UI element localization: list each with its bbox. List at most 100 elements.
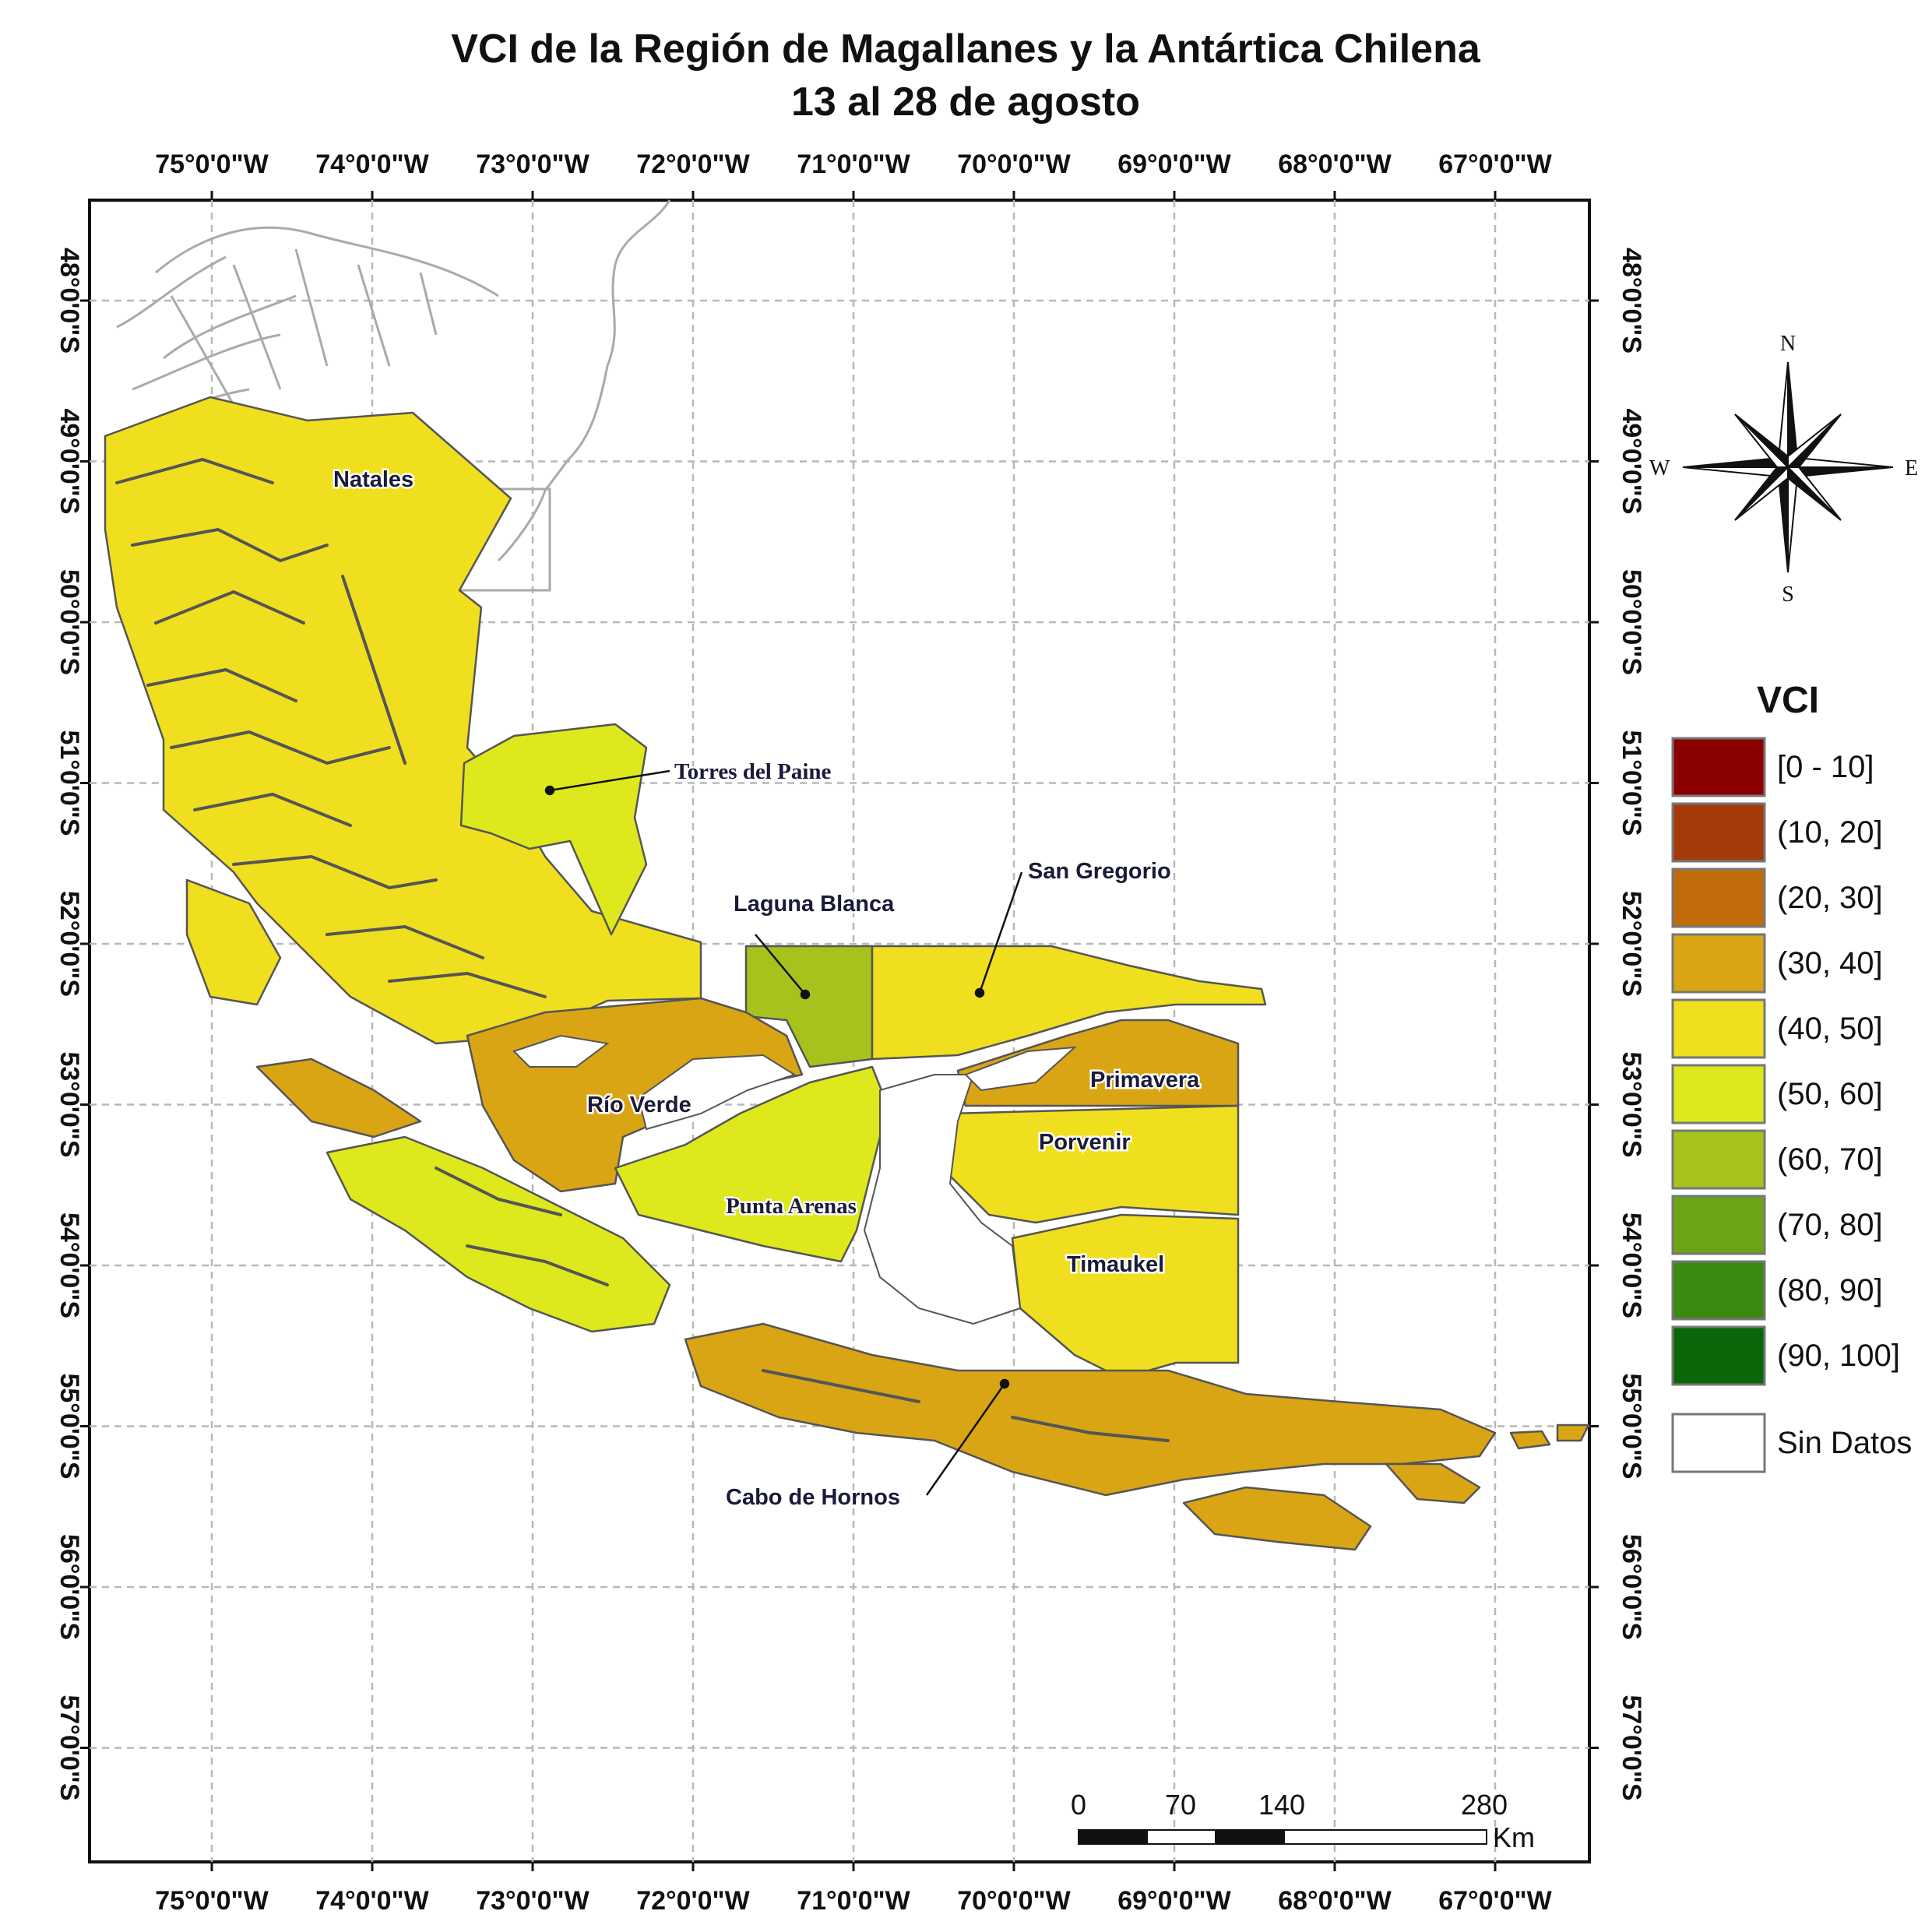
longitude-tick-label: 68°0'0"W xyxy=(1278,1886,1392,1916)
scale-seg-3 xyxy=(1215,1829,1285,1845)
longitude-tick-label: 68°0'0"W xyxy=(1278,150,1392,179)
legend-label: (10, 20] xyxy=(1777,815,1883,850)
legend-label: (70, 80] xyxy=(1777,1208,1883,1242)
skyring-sound xyxy=(512,1034,610,1068)
comuna-western-islands-b xyxy=(255,1057,422,1138)
latitude-tick-label: 56°0'0"S xyxy=(55,1534,84,1640)
label-natales: Natales xyxy=(333,467,413,492)
latitude-tick-label: 50°0'0"S xyxy=(55,569,84,675)
legend-label: (40, 50] xyxy=(1777,1012,1883,1046)
longitude-tick-label: 75°0'0"W xyxy=(155,150,269,179)
legend-swatch xyxy=(1671,737,1766,797)
legend-title: VCI xyxy=(1757,680,1819,721)
longitude-tick-label: 71°0'0"W xyxy=(797,1886,910,1916)
legend-label: (90, 100] xyxy=(1777,1339,1900,1373)
longitude-tick-label: 71°0'0"W xyxy=(797,150,910,179)
legend-swatch xyxy=(1671,933,1766,994)
label-laguna-blanca: Laguna Blanca xyxy=(734,892,895,917)
latitude-tick-label: 51°0'0"S xyxy=(1617,730,1646,836)
otway-sound xyxy=(637,1054,797,1131)
latitude-tick-label: 56°0'0"S xyxy=(1617,1534,1646,1640)
water-bodies xyxy=(512,1034,1077,1325)
comuna-natales xyxy=(104,396,702,1045)
comuna-western-islands-c xyxy=(185,878,282,1006)
comunas xyxy=(104,396,1590,1551)
latitude-tick-label: 49°0'0"S xyxy=(55,408,84,514)
longitude-tick-label: 73°0'0"W xyxy=(476,1886,589,1916)
label-punta-arenas: Punta Arenas xyxy=(726,1194,857,1219)
scale-bar: 0 70 140 280 Km xyxy=(1071,1789,1535,1853)
scale-unit: Km xyxy=(1493,1821,1535,1853)
legend-swatch xyxy=(1671,867,1766,928)
longitude-tick-label: 73°0'0"W xyxy=(476,150,589,179)
scale-seg-4 xyxy=(1283,1829,1487,1845)
legend-label: (50, 60] xyxy=(1777,1077,1883,1111)
legend-swatch xyxy=(1671,1064,1766,1124)
legend-swatch xyxy=(1671,802,1766,863)
longitude-tick-label: 72°0'0"W xyxy=(636,1886,750,1916)
label-primavera: Primavera xyxy=(1090,1068,1200,1093)
comuna-san-gregorio xyxy=(871,945,1267,1061)
longitude-tick-label: 70°0'0"W xyxy=(957,1886,1071,1916)
latitude-tick-label: 54°0'0"S xyxy=(55,1212,84,1318)
compass-n: N xyxy=(1780,332,1796,356)
strait-of-magellan xyxy=(863,1074,1022,1325)
scale-seg-1 xyxy=(1078,1829,1148,1845)
label-pointers xyxy=(544,769,1023,1496)
legend-swatch-nodata xyxy=(1671,1413,1766,1473)
legend-swatch xyxy=(1671,1260,1766,1321)
cabo-point xyxy=(999,1378,1010,1389)
scale-label-0: 0 xyxy=(1071,1789,1086,1821)
compass-s: S xyxy=(1782,582,1794,607)
compass-w: W xyxy=(1649,456,1670,480)
latitude-tick-label: 49°0'0"S xyxy=(1617,408,1646,514)
longitude-tick-label: 74°0'0"W xyxy=(315,150,429,179)
label-cabo-de-hornos: Cabo de Hornos xyxy=(726,1485,900,1510)
compass-rose-icon: N S E W xyxy=(1649,332,1918,607)
legend-items: [0 - 10] (10, 20] (20, 30] (30, 40] (40, 50]… xyxy=(1671,737,1900,1386)
comuna-cabo-de-hornos xyxy=(684,1322,1497,1497)
latitude-tick-label: 52°0'0"S xyxy=(55,891,84,997)
latitude-tick-label: 55°0'0"S xyxy=(1617,1373,1646,1479)
torres-point xyxy=(544,785,555,796)
longitude-tick-label: 74°0'0"W xyxy=(315,1886,429,1916)
latitude-tick-label: 57°0'0"S xyxy=(1617,1694,1646,1800)
longitude-tick-label: 69°0'0"W xyxy=(1117,1886,1231,1916)
legend-swatch xyxy=(1671,1129,1766,1190)
latitude-tick-label: 53°0'0"S xyxy=(1617,1051,1646,1157)
legend-label: (20, 30] xyxy=(1777,881,1883,915)
legend-label: [0 - 10] xyxy=(1777,750,1874,784)
legend-swatch xyxy=(1671,1195,1766,1255)
latitude-tick-label: 48°0'0"S xyxy=(55,248,84,354)
inutil-bay xyxy=(964,1046,1077,1092)
latitude-tick-label: 55°0'0"S xyxy=(55,1373,84,1479)
latitude-tick-label: 54°0'0"S xyxy=(1617,1212,1646,1318)
comuna-primavera xyxy=(956,1019,1240,1107)
legend: VCI [0 - 10] (10, 20] (20, 30] (30, 40] (40,… xyxy=(1671,680,1912,1473)
comuna-western-islands-a xyxy=(326,1135,671,1333)
longitude-tick-label: 67°0'0"W xyxy=(1438,150,1552,179)
comuna-timaukel xyxy=(1011,1213,1240,1380)
label-san-gregorio: San Gregorio xyxy=(1028,859,1171,884)
legend-label: (80, 90] xyxy=(1777,1273,1883,1307)
legend-label-nodata: Sin Datos xyxy=(1777,1426,1912,1460)
scale-label-280: 280 xyxy=(1461,1789,1508,1821)
context-outline xyxy=(116,199,671,592)
label-timaukel: Timaukel xyxy=(1067,1252,1164,1277)
longitude-tick-label: 72°0'0"W xyxy=(636,150,750,179)
comuna-cabo-de-hornos-islands xyxy=(1182,1423,1590,1551)
comuna-porvenir xyxy=(948,1104,1240,1224)
laguna-point xyxy=(800,989,811,1000)
latitude-tick-label: 48°0'0"S xyxy=(1617,248,1646,354)
latitude-tick-label: 50°0'0"S xyxy=(1617,569,1646,675)
label-rio-verde: Río Verde xyxy=(587,1093,692,1117)
longitude-tick-label: 69°0'0"W xyxy=(1117,150,1231,179)
latitude-labels-right: 48°0'0"S 49°0'0"S 50°0'0"S 51°0'0"S 52°0'0"S… xyxy=(1589,248,1646,1801)
latitude-tick-label: 51°0'0"S xyxy=(55,730,84,836)
gregorio-point xyxy=(974,987,985,998)
scale-seg-2 xyxy=(1146,1829,1216,1845)
scale-label-140: 140 xyxy=(1258,1789,1305,1821)
longitude-tick-label: 67°0'0"W xyxy=(1438,1886,1552,1916)
label-porvenir: Porvenir xyxy=(1039,1130,1131,1155)
